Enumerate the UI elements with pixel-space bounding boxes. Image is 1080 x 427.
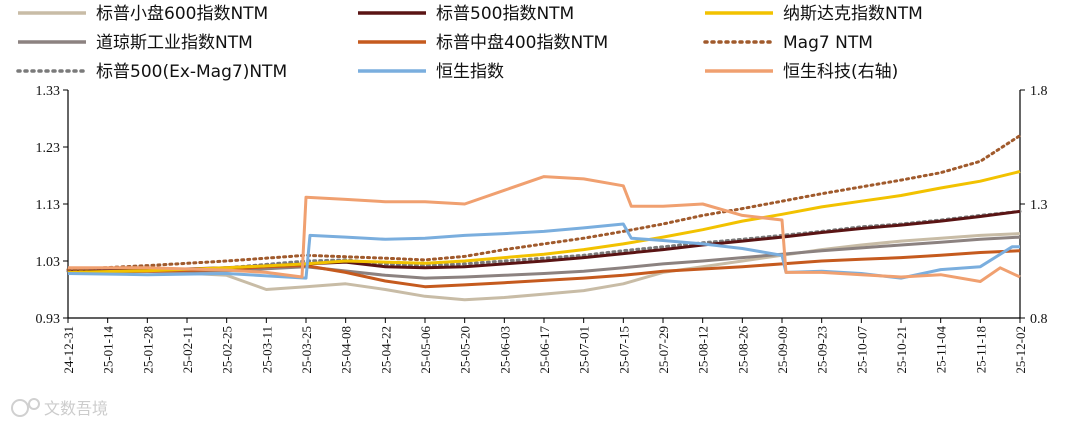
x-tick-label: 25-03-25: [299, 326, 314, 374]
x-tick-label: 25-11-04: [934, 326, 949, 374]
x-tick-label: 25-10-21: [894, 326, 909, 374]
x-tick-label: 25-05-06: [418, 326, 433, 374]
x-tick-label: 24-12-31: [61, 326, 76, 374]
x-tick-label: 25-12-02: [1013, 326, 1028, 374]
x-tick-label: 25-09-09: [775, 326, 790, 374]
x-tick-label: 25-08-26: [735, 326, 750, 374]
x-tick-label: 25-05-20: [458, 326, 473, 374]
x-tick-label: 25-07-15: [616, 326, 631, 374]
left-y-tick-label: 0.93: [36, 312, 61, 327]
x-tick-label: 25-02-25: [220, 326, 235, 374]
right-y-tick-label: 0.8: [1030, 312, 1048, 327]
x-tick-label: 25-07-01: [577, 326, 592, 374]
x-tick-label: 25-10-07: [854, 326, 869, 374]
legend-label: Mag7 NTM: [783, 33, 873, 53]
left-y-ticks: 1.33 1.23 1.13 1.03 0.93: [36, 84, 68, 327]
legend-label: 标普500(Ex-Mag7)NTM: [96, 62, 287, 82]
legend-label: 道琼斯工业指数NTM: [96, 33, 253, 53]
watermark-text: 文数吾境: [44, 399, 108, 418]
legend-label: 纳斯达克指数NTM: [783, 4, 923, 24]
right-y-ticks: 1.8 1.3 0.8: [1020, 84, 1048, 327]
legend-label: 恒生科技(右轴): [783, 62, 898, 82]
series-line: [66, 134, 1022, 272]
x-tick-label: 25-06-17: [537, 326, 552, 374]
x-tick-label: 25-06-03: [497, 326, 512, 374]
series-line: [68, 175, 1021, 283]
right-y-tick-label: 1.8: [1030, 84, 1048, 99]
left-y-tick-label: 1.03: [36, 255, 61, 270]
x-tick-label: 25-01-28: [140, 326, 155, 374]
left-y-tick-label: 1.13: [36, 198, 61, 213]
watermark-logo-icon: [11, 399, 29, 417]
axes: [67, 90, 1021, 319]
left-y-tick-label: 1.33: [36, 84, 61, 99]
legend-label: 恒生指数: [436, 62, 504, 82]
x-tick-label: 25-01-14: [101, 326, 116, 374]
x-tick-label: 25-04-22: [378, 326, 393, 374]
x-tick-label: 25-04-08: [339, 326, 354, 374]
x-tick-label: 25-07-29: [656, 326, 671, 374]
x-tick-label: 25-02-11: [180, 326, 195, 373]
right-y-tick-label: 1.3: [1030, 198, 1048, 213]
legend: 标普小盘600指数NTM 标普500指数NTM 纳斯达克指数NTM 道琼斯工业指数NT…: [16, 4, 923, 82]
x-tick-label: 25-11-18: [973, 326, 988, 373]
x-tick-label: 25-09-23: [815, 326, 830, 374]
left-y-tick-label: 1.23: [36, 141, 61, 156]
x-tick-label: 25-03-11: [259, 326, 274, 373]
watermark-logo-dot-icon: [28, 398, 40, 410]
watermark: 文数吾境: [11, 398, 108, 418]
legend-label: 标普500指数NTM: [436, 4, 574, 24]
series-line: [67, 170, 1021, 274]
series-line: [68, 232, 1021, 302]
series-group: [66, 134, 1022, 302]
x-ticks: 24-12-31 25-01-14 25-01-28 25-02-11 25-02-25…: [61, 318, 1028, 374]
x-tick-label: 25-08-12: [696, 326, 711, 374]
legend-label: 标普小盘600指数NTM: [96, 4, 268, 24]
legend-label: 标普中盘400指数NTM: [436, 33, 608, 53]
